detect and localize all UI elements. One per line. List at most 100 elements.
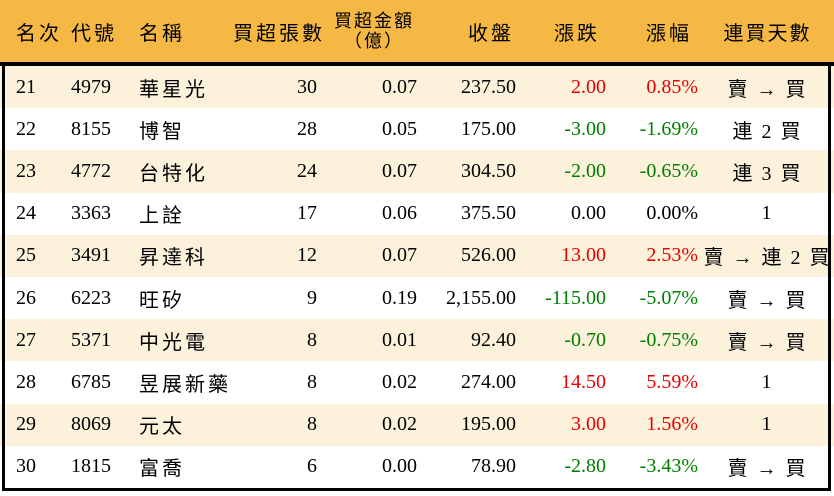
cell-days: 1 — [761, 413, 774, 436]
cell-name: 博智 — [139, 120, 185, 143]
cell-days: 賣 → 買 — [727, 331, 808, 354]
cell-change: -0.70 — [564, 328, 606, 351]
col-header-amount-line2: （億） — [344, 31, 404, 51]
cell-code: 8155 — [71, 117, 111, 140]
cell-close: 304.50 — [461, 160, 516, 182]
cell-amount: 0.07 — [382, 244, 417, 267]
cell-close: 274.00 — [461, 371, 516, 394]
cell-volume: 28 — [297, 117, 317, 140]
cell-close: 175.00 — [461, 117, 516, 140]
cell-name: 台特化 — [139, 163, 208, 185]
cell-name: 中光電 — [139, 331, 208, 354]
cell-pct: 2.53% — [646, 244, 698, 267]
cell-days: 連 3 買 — [732, 163, 803, 185]
cell-days: 賣 → 買 — [727, 78, 808, 101]
cell-pct: -3.43% — [639, 455, 698, 478]
col-header-amount-line1: 買超金額 — [334, 10, 414, 31]
cell-volume: 12 — [297, 244, 317, 267]
cell-amount: 0.02 — [382, 413, 417, 436]
table-row[interactable]: 21 4979 華星光 30 0.07 237.50 2.00 0.85% 賣 … — [0, 66, 834, 109]
cell-amount: 0.07 — [382, 75, 417, 98]
table-row[interactable]: 25 3491 昇達科 12 0.07 526.00 13.00 2.53% 賣… — [0, 234, 834, 278]
cell-pct: 0.85% — [646, 75, 698, 98]
cell-change: 3.00 — [571, 413, 606, 436]
cell-change: 0.00 — [571, 202, 606, 225]
cell-amount: 0.01 — [382, 328, 417, 351]
table-row[interactable]: 23 4772 台特化 24 0.07 304.50 -2.00 -0.65% … — [0, 150, 834, 193]
cell-code: 3491 — [71, 244, 111, 267]
table-row[interactable]: 26 6223 旺矽 9 0.19 2,155.00 -115.00 -5.07… — [0, 277, 834, 320]
col-header-pct: 漲幅 — [646, 22, 692, 45]
cell-pct: 1.56% — [646, 413, 698, 436]
cell-close: 78.90 — [471, 455, 516, 478]
cell-code: 3363 — [71, 202, 111, 225]
cell-pct: 0.00% — [646, 202, 698, 225]
col-header-name: 名稱 — [139, 22, 185, 45]
cell-code: 1815 — [71, 455, 111, 478]
table-border-left — [2, 62, 5, 491]
table-row[interactable]: 22 8155 博智 28 0.05 175.00 -3.00 -1.69% 連… — [0, 108, 834, 151]
cell-days: 賣 → 連 2 買 — [703, 247, 832, 270]
cell-pct: -0.75% — [639, 328, 698, 351]
cell-close: 237.50 — [461, 75, 516, 98]
col-header-rank: 名次 — [16, 22, 62, 45]
cell-days: 連 2 買 — [732, 120, 803, 143]
col-header-volume: 買超張數 — [233, 22, 325, 45]
table-row[interactable]: 29 8069 元太 8 0.02 195.00 3.00 1.56% 1 — [0, 403, 834, 446]
cell-volume: 8 — [307, 371, 317, 394]
cell-rank: 24 — [16, 202, 36, 225]
cell-amount: 0.05 — [382, 117, 417, 140]
cell-rank: 28 — [16, 371, 36, 394]
cell-volume: 8 — [307, 328, 317, 351]
cell-code: 5371 — [71, 328, 111, 351]
cell-rank: 23 — [16, 160, 36, 182]
cell-volume: 24 — [297, 160, 317, 182]
cell-pct: 5.59% — [646, 371, 698, 394]
cell-name: 華星光 — [139, 78, 208, 101]
cell-close: 526.00 — [461, 244, 516, 267]
cell-amount: 0.02 — [382, 371, 417, 394]
cell-rank: 22 — [16, 117, 36, 140]
cell-change: -2.80 — [564, 455, 606, 478]
cell-name: 旺矽 — [139, 289, 185, 312]
cell-name: 昱展新藥 — [139, 374, 231, 397]
cell-change: -3.00 — [564, 117, 606, 140]
cell-days: 1 — [761, 371, 774, 394]
table-header: 名次 代號 名稱 買超張數 買超金額 （億） 收盤 漲跌 漲幅 連買天數 — [0, 0, 834, 62]
cell-rank: 25 — [16, 244, 36, 267]
cell-change: 2.00 — [571, 75, 606, 98]
table-row[interactable]: 27 5371 中光電 8 0.01 92.40 -0.70 -0.75% 賣 … — [0, 319, 834, 362]
cell-volume: 17 — [297, 202, 317, 225]
cell-name: 元太 — [139, 416, 185, 439]
cell-close: 375.50 — [461, 202, 516, 225]
col-header-close: 收盤 — [468, 22, 514, 45]
cell-rank: 30 — [16, 455, 36, 478]
table-border-right — [828, 62, 831, 491]
cell-change: 14.50 — [561, 371, 606, 394]
cell-volume: 8 — [307, 413, 317, 436]
cell-code: 4772 — [71, 160, 111, 182]
cell-code: 6785 — [71, 371, 111, 394]
cell-name: 昇達科 — [139, 247, 208, 270]
cell-close: 92.40 — [471, 328, 516, 351]
cell-days: 賣 → 買 — [727, 289, 808, 312]
table-row[interactable]: 30 1815 富喬 6 0.00 78.90 -2.80 -3.43% 賣 →… — [0, 445, 834, 489]
cell-code: 6223 — [71, 286, 111, 309]
table-border-bottom — [2, 488, 831, 491]
cell-rank: 26 — [16, 286, 36, 309]
cell-change: 13.00 — [561, 244, 606, 267]
cell-pct: -1.69% — [639, 117, 698, 140]
cell-amount: 0.06 — [382, 202, 417, 225]
cell-volume: 9 — [307, 286, 317, 309]
cell-amount: 0.19 — [382, 286, 417, 309]
cell-amount: 0.07 — [382, 160, 417, 182]
header-divider — [0, 62, 834, 66]
cell-name: 富喬 — [139, 458, 185, 481]
col-header-change: 漲跌 — [554, 22, 600, 45]
cell-volume: 6 — [307, 455, 317, 478]
cell-change: -2.00 — [564, 160, 606, 182]
cell-close: 2,155.00 — [446, 286, 516, 309]
table-row[interactable]: 24 3363 上詮 17 0.06 375.50 0.00 0.00% 1 — [0, 192, 834, 235]
table-row[interactable]: 28 6785 昱展新藥 8 0.02 274.00 14.50 5.59% 1 — [0, 361, 834, 404]
